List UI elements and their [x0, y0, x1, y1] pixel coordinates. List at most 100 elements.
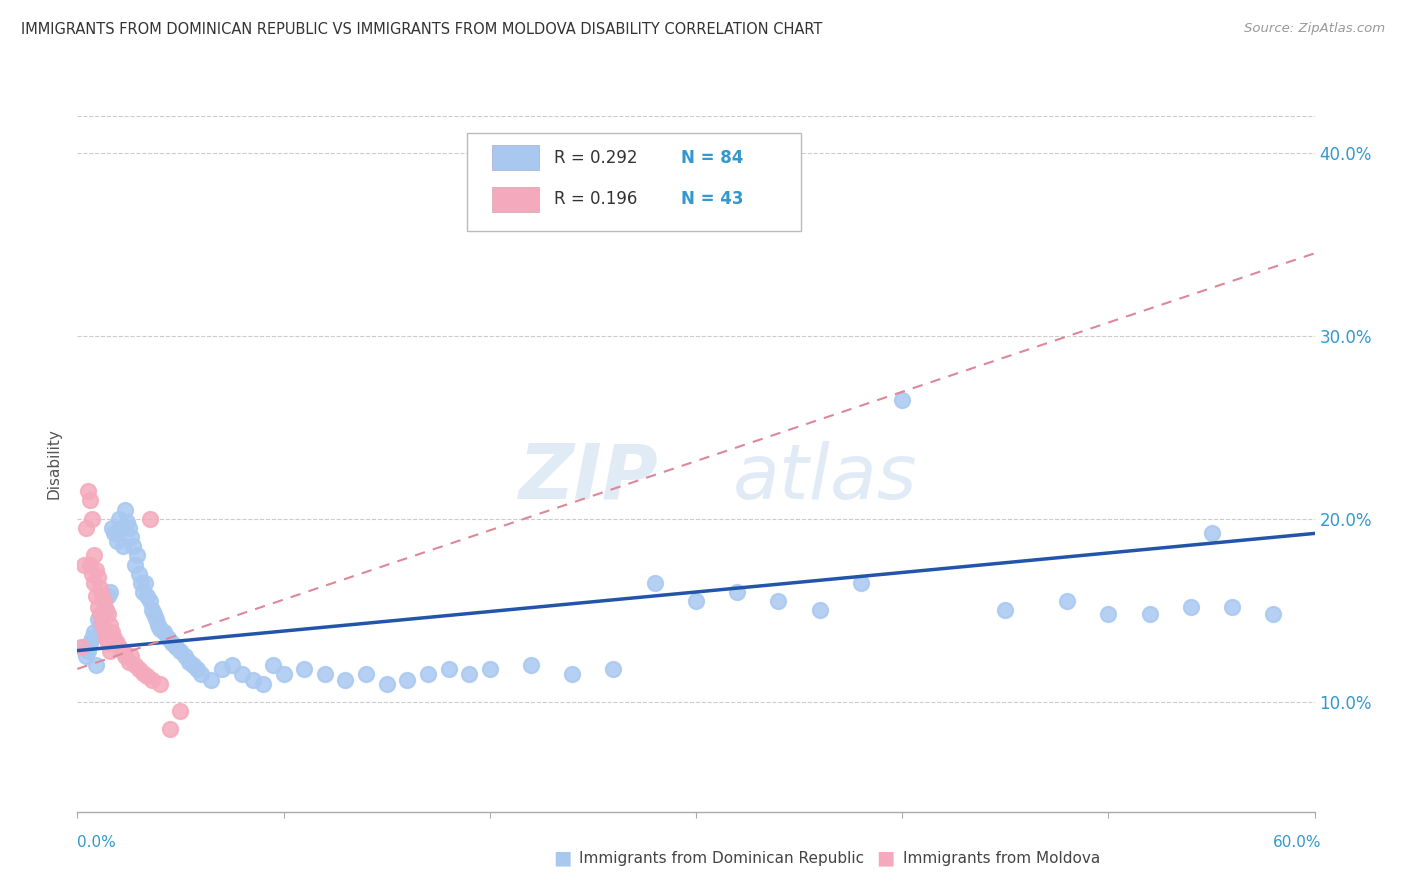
Point: [231, 667, 253, 681]
Point: [132, 585, 155, 599]
Point: [111, 643, 134, 657]
Point: [105, 636, 128, 650]
Text: 0.0%: 0.0%: [77, 836, 117, 850]
Point: [93, 594, 115, 608]
Point: [1263, 607, 1285, 621]
Point: [118, 655, 141, 669]
Point: [169, 704, 191, 718]
Text: R = 0.292: R = 0.292: [554, 149, 637, 167]
Point: [169, 643, 191, 657]
Text: atlas: atlas: [733, 441, 918, 515]
Point: [602, 662, 624, 676]
Point: [685, 594, 707, 608]
Point: [75, 649, 97, 664]
Point: [849, 575, 872, 590]
Bar: [492, 145, 538, 170]
Point: [80, 566, 103, 581]
Point: [149, 676, 172, 690]
Point: [96, 603, 118, 617]
Point: [128, 662, 150, 676]
Point: [101, 521, 124, 535]
Point: [211, 662, 233, 676]
Point: [138, 594, 160, 608]
Point: [79, 558, 101, 572]
Point: [134, 575, 156, 590]
Point: [89, 582, 111, 596]
Point: [458, 667, 481, 681]
Bar: [492, 187, 538, 212]
Point: [83, 575, 105, 590]
Text: 60.0%: 60.0%: [1274, 836, 1322, 850]
Point: [145, 612, 167, 626]
Text: Immigrants from Moldova: Immigrants from Moldova: [903, 851, 1099, 865]
Point: [124, 558, 146, 572]
Point: [98, 643, 121, 657]
Point: [396, 673, 419, 687]
Text: ■: ■: [553, 848, 572, 868]
Point: [70, 640, 93, 654]
Point: [1180, 599, 1202, 614]
Text: N = 43: N = 43: [681, 191, 744, 209]
Point: [190, 667, 212, 681]
Point: [1097, 607, 1119, 621]
Point: [520, 658, 543, 673]
Point: [292, 662, 315, 676]
Y-axis label: Disability: Disability: [46, 428, 62, 500]
Point: [1056, 594, 1078, 608]
Point: [141, 603, 163, 617]
Point: [173, 649, 195, 664]
Point: [416, 667, 439, 681]
Point: [80, 631, 103, 645]
Point: [644, 575, 666, 590]
Point: [93, 594, 115, 608]
Point: [96, 631, 118, 645]
Point: [79, 636, 101, 650]
Point: [252, 676, 274, 690]
Point: [107, 512, 129, 526]
Point: [437, 662, 460, 676]
Point: [1220, 599, 1243, 614]
Point: [91, 607, 114, 621]
Point: [96, 603, 118, 617]
Point: [87, 612, 110, 626]
Point: [1139, 607, 1161, 621]
Text: IMMIGRANTS FROM DOMINICAN REPUBLIC VS IMMIGRANTS FROM MOLDOVA DISABILITY CORRELA: IMMIGRANTS FROM DOMINICAN REPUBLIC VS IM…: [21, 22, 823, 37]
Point: [83, 549, 105, 563]
Point: [141, 673, 163, 687]
Point: [97, 607, 120, 621]
Point: [136, 589, 159, 603]
Point: [105, 533, 128, 548]
Point: [1201, 526, 1223, 541]
Text: Immigrants from Dominican Republic: Immigrants from Dominican Republic: [579, 851, 865, 865]
Point: [80, 512, 103, 526]
Point: [136, 669, 159, 683]
Point: [120, 649, 142, 664]
Point: [128, 566, 150, 581]
Point: [122, 539, 145, 553]
Point: [124, 658, 146, 673]
Point: [87, 599, 110, 614]
Point: [97, 636, 120, 650]
Point: [76, 484, 98, 499]
Point: [891, 392, 914, 407]
Point: [181, 658, 204, 673]
Text: R = 0.196: R = 0.196: [554, 191, 637, 209]
Point: [103, 526, 125, 541]
Point: [114, 649, 136, 664]
Point: [561, 667, 583, 681]
Point: [159, 723, 181, 737]
Point: [273, 667, 295, 681]
Point: [89, 618, 111, 632]
Point: [101, 625, 124, 640]
Point: [142, 607, 165, 621]
Point: [221, 658, 243, 673]
Point: [84, 563, 107, 577]
Text: Source: ZipAtlas.com: Source: ZipAtlas.com: [1244, 22, 1385, 36]
Point: [79, 493, 101, 508]
Point: [93, 622, 115, 636]
Point: [242, 673, 264, 687]
Point: [335, 673, 357, 687]
FancyBboxPatch shape: [467, 134, 801, 231]
Point: [153, 625, 176, 640]
Point: [115, 516, 138, 530]
